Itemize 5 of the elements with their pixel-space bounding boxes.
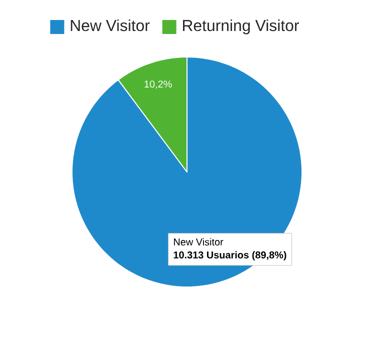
text: New Visitor [174,238,224,246]
legend-label: Returning Visitor [183,19,299,34]
legend-label: New Visitor [70,19,150,32]
data-label: 10,2% [144,80,172,89]
text: 10.313 Usuarios (89,8%) [174,251,286,260]
